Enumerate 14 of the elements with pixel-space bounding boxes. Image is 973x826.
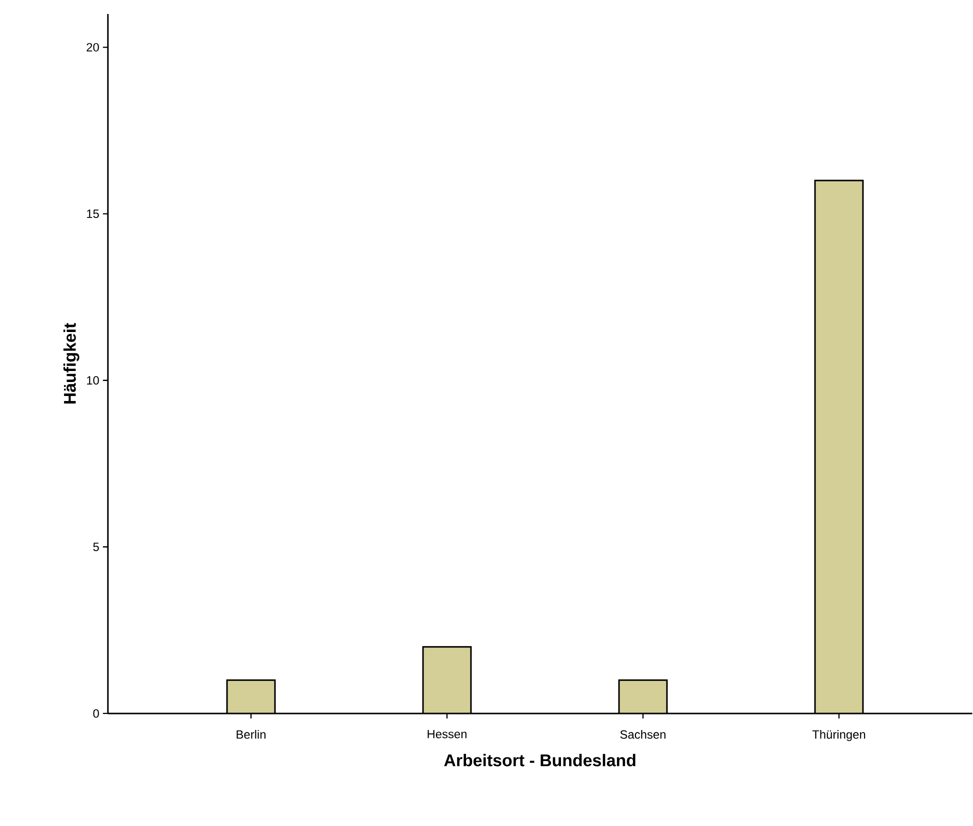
bar: [227, 680, 275, 714]
y-tick-label: 20: [86, 42, 99, 52]
bar: [619, 680, 667, 714]
y-tick-label: 10: [87, 376, 99, 384]
x-tick-label: Berlin: [236, 730, 266, 739]
x-tick-label: Sachsen: [620, 730, 666, 739]
x-tick-label: Hessen: [428, 730, 466, 738]
y-tick-label: 0: [93, 709, 99, 718]
y-tick-label: 5: [93, 542, 99, 551]
bar: [423, 646, 471, 714]
y-axis-title: Häufigkeit: [63, 322, 80, 404]
y-tick-label: 15: [87, 209, 99, 218]
x-axis-title: Arbeitsort - Bundesland: [444, 754, 636, 766]
x-tick-label: Thüringen: [812, 730, 866, 741]
